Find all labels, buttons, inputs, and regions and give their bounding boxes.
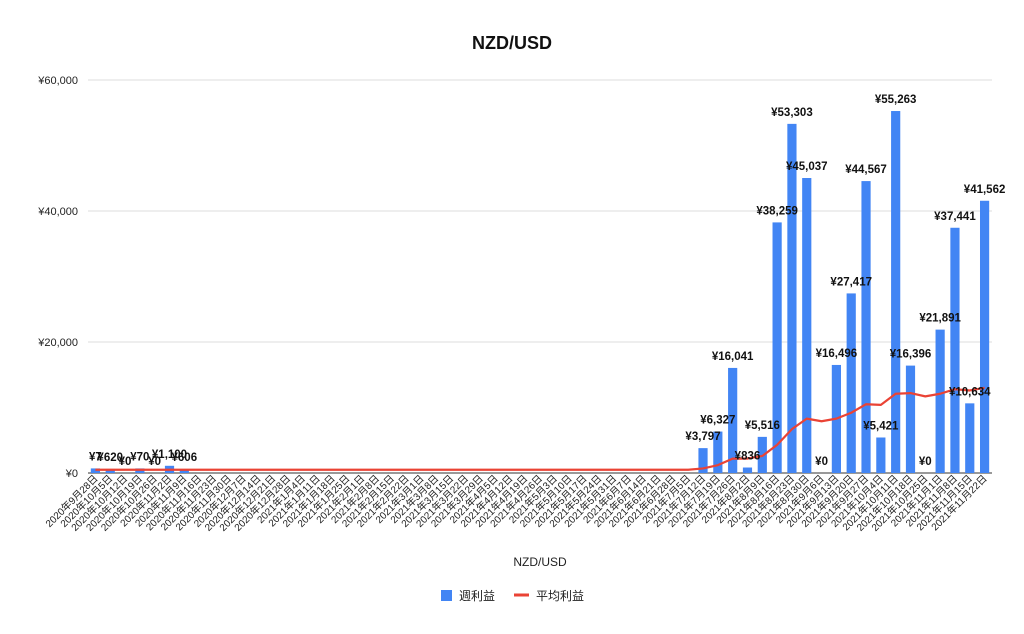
x-axis-label: NZD/USD: [513, 555, 567, 569]
legend: 週利益 平均利益: [441, 589, 584, 603]
legend-swatch-bar: [441, 590, 452, 601]
data-label: ¥5,421: [863, 420, 899, 432]
chart-title: NZD/USD: [472, 33, 552, 53]
data-label: ¥836: [735, 451, 761, 463]
bar: [90, 468, 101, 473]
data-label: ¥10,634: [949, 386, 991, 398]
data-labels: ¥7¥620¥0¥70¥0¥1,100¥606¥3,797¥6,327¥16,0…: [89, 94, 1005, 468]
bar: [965, 403, 975, 473]
data-label: ¥70: [130, 451, 149, 463]
data-label: ¥41,562: [964, 184, 1006, 196]
data-label: ¥16,396: [890, 349, 932, 361]
legend-label-line: 平均利益: [536, 589, 584, 603]
data-label: ¥0: [119, 456, 132, 468]
y-tick-label: ¥0: [65, 468, 78, 480]
bar: [787, 123, 797, 473]
data-label: ¥21,891: [919, 313, 961, 325]
bar: [935, 329, 945, 473]
gridlines: [88, 79, 992, 474]
data-label: ¥27,417: [830, 276, 872, 288]
y-axis: ¥0 ¥20,000 ¥40,000 ¥60,000: [37, 75, 78, 480]
bar: [802, 178, 812, 474]
data-label: ¥16,041: [712, 351, 754, 363]
y-tick-label: ¥60,000: [37, 75, 78, 87]
data-label: ¥6,327: [700, 415, 735, 427]
bar: [713, 431, 723, 473]
y-tick-label: ¥40,000: [37, 206, 78, 218]
bar: [876, 437, 886, 473]
data-label: ¥606: [172, 452, 198, 464]
data-label: ¥37,441: [934, 211, 976, 223]
bar: [950, 227, 960, 473]
data-label: ¥1,100: [152, 449, 187, 461]
bar: [861, 181, 871, 473]
bar: [772, 222, 782, 473]
data-label: ¥38,259: [756, 205, 798, 217]
data-label: ¥0: [815, 456, 828, 468]
bar: [105, 468, 115, 473]
line-series: [95, 386, 985, 471]
bar: [698, 448, 708, 473]
legend-label-bar: 週利益: [459, 589, 495, 603]
data-label: ¥0: [919, 456, 932, 468]
bar: [179, 469, 189, 473]
data-label: ¥45,037: [786, 161, 828, 173]
bar: [891, 111, 901, 474]
bar: [742, 467, 753, 473]
data-label: ¥55,263: [875, 94, 917, 106]
data-label: ¥53,303: [771, 107, 813, 119]
bar: [846, 293, 856, 473]
data-label: ¥7: [89, 451, 102, 463]
data-label: ¥5,516: [745, 420, 780, 432]
data-label: ¥16,496: [816, 348, 858, 360]
average-line: [95, 386, 985, 471]
bar: [979, 200, 990, 473]
data-label: ¥620: [97, 452, 123, 464]
x-axis: 2020年9月28日2020年10月5日2020年10月12日2020年10月1…: [43, 472, 990, 534]
y-tick-label: ¥20,000: [37, 337, 78, 349]
data-label: ¥3,797: [685, 431, 720, 443]
data-label: ¥44,567: [845, 164, 887, 176]
data-label: ¥0: [148, 456, 161, 468]
bar: [728, 367, 738, 473]
bar: [905, 365, 916, 473]
